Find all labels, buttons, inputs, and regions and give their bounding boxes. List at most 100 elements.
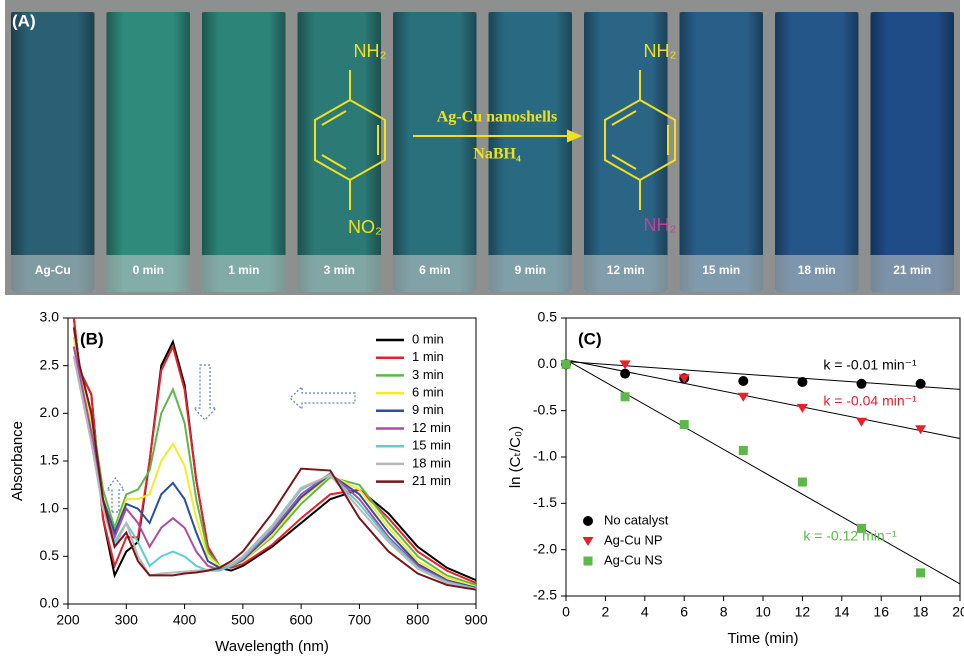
y-tick-label: 3.0	[40, 309, 60, 325]
cuvette-label: 3 min	[324, 263, 355, 277]
legend-label: Ag-Cu NP	[604, 532, 663, 547]
reactant-top: NH₂	[354, 41, 387, 61]
legend-label: 3 min	[412, 367, 444, 382]
reactant-bottom: NO₂	[348, 217, 382, 237]
data-point	[856, 418, 867, 427]
y-tick-label: 0.5	[538, 309, 558, 325]
data-point	[916, 568, 925, 577]
x-tick-label: 6	[680, 604, 688, 620]
y-tick-label: -2.0	[533, 540, 557, 556]
data-point	[620, 369, 630, 379]
data-point	[620, 360, 631, 369]
chart-b: 200 300 400 500 600 700 800 900 0.0 0.5 1.0 1.5 2.0 2…	[9, 309, 488, 655]
cuvette-label: 21 min	[893, 263, 931, 277]
panel-label: (B)	[80, 329, 104, 348]
legend-label: No catalyst	[604, 512, 669, 527]
cuvette-shade	[680, 12, 764, 292]
y-axis-title: Absorbance	[9, 421, 26, 501]
cuvette-shade	[11, 12, 95, 292]
x-tick-label: 16	[873, 604, 889, 620]
cuvette-shade	[107, 12, 191, 292]
cuvette-shade	[393, 12, 477, 292]
decrease-arrow	[194, 365, 216, 420]
panel-label: (A)	[12, 11, 36, 30]
x-tick-label: 200	[56, 612, 80, 628]
y-tick-label: -1.0	[533, 448, 557, 464]
cuvette-label: 18 min	[798, 263, 836, 277]
legend-label: 1 min	[412, 349, 444, 364]
y-tick-label: 0.0	[538, 355, 558, 371]
x-tick-label: 300	[115, 612, 139, 628]
x-tick-label: 12	[795, 604, 811, 620]
x-axis-title: Time (min)	[727, 630, 798, 647]
legend-label: Ag-Cu NS	[604, 552, 663, 567]
data-point	[562, 360, 571, 369]
y-tick-label: -0.5	[533, 401, 557, 417]
x-tick-label: 20	[952, 604, 964, 620]
cuvette-label: 15 min	[702, 263, 740, 277]
cuvette-shade	[202, 12, 286, 292]
rate-annotation: k = -0.04 min⁻¹	[823, 393, 917, 409]
cuvette-label: Ag-Cu	[35, 263, 71, 277]
data-point	[738, 376, 748, 386]
x-tick-label: 400	[173, 612, 197, 628]
cuvette-label: 9 min	[515, 263, 546, 277]
y-tick-label: 0.5	[40, 547, 60, 563]
x-tick-label: 10	[755, 604, 771, 620]
x-tick-label: 600	[289, 612, 313, 628]
y-tick-label: 1.5	[40, 452, 60, 468]
arrow-top-text: Ag-Cu nanoshells	[437, 109, 557, 126]
cuvette-label: 1 min	[228, 263, 259, 277]
y-tick-label: 2.0	[40, 404, 60, 420]
x-tick-label: 700	[348, 612, 372, 628]
legend-label: 12 min	[412, 420, 451, 435]
y-tick-label: 1.0	[40, 499, 60, 515]
y-tick-label: 2.5	[40, 356, 60, 372]
figure: Ag-Cu 0 min 1 min 3 min 6 min 9 min 12 min 15 m…	[0, 0, 964, 664]
x-tick-label: 900	[464, 612, 488, 628]
legend-label: 21 min	[412, 473, 451, 488]
x-tick-label: 8	[720, 604, 728, 620]
cuvette-label: 12 min	[607, 263, 645, 277]
data-point	[798, 478, 807, 487]
y-tick-label: -1.5	[533, 494, 557, 510]
data-point	[857, 379, 867, 389]
x-tick-label: 4	[641, 604, 649, 620]
data-point	[797, 377, 807, 387]
legend-marker	[584, 557, 593, 566]
legend-label: 6 min	[412, 385, 444, 400]
x-tick-label: 18	[913, 604, 929, 620]
x-tick-label: 2	[602, 604, 610, 620]
data-point	[621, 392, 630, 401]
chart-c: 0 2 4 6 8 10 12 14 16 18 20 -2.5 -2.0 -1.5 -1.0 -0.5 0.0…	[507, 309, 964, 647]
data-point	[916, 379, 926, 389]
cuvette-label: 6 min	[419, 263, 450, 277]
legend-label: 15 min	[412, 438, 451, 453]
x-axis-title: Wavelength (nm)	[215, 638, 329, 655]
x-tick-label: 500	[231, 612, 255, 628]
data-point	[738, 393, 749, 402]
arrow-bottom-text: NaBH₄	[473, 146, 521, 163]
legend-marker	[583, 516, 593, 526]
product-bottom: NH₂	[644, 215, 677, 235]
y-axis-title: ln (Cₜ/C₀)	[507, 426, 524, 488]
rate-annotation: k = -0.12 min⁻¹	[803, 528, 897, 544]
product-top: NH₂	[644, 41, 677, 61]
cuvette-shade	[871, 12, 955, 292]
x-tick-label: 0	[562, 604, 570, 620]
data-point	[739, 446, 748, 455]
y-tick-label: -2.5	[533, 587, 557, 603]
legend-marker	[583, 537, 594, 546]
panel-label: (C)	[578, 329, 602, 348]
y-tick-label: 0.0	[40, 595, 60, 611]
legend-label: 9 min	[412, 402, 444, 417]
data-point	[680, 420, 689, 429]
data-point	[797, 404, 808, 413]
cuvette-label: 0 min	[133, 263, 164, 277]
legend-label: 0 min	[412, 331, 444, 346]
legend-label: 18 min	[412, 455, 451, 470]
x-tick-label: 800	[406, 612, 430, 628]
cuvette-shade	[775, 12, 859, 292]
rate-annotation: k = -0.01 min⁻¹	[823, 357, 917, 373]
x-tick-label: 14	[834, 604, 850, 620]
